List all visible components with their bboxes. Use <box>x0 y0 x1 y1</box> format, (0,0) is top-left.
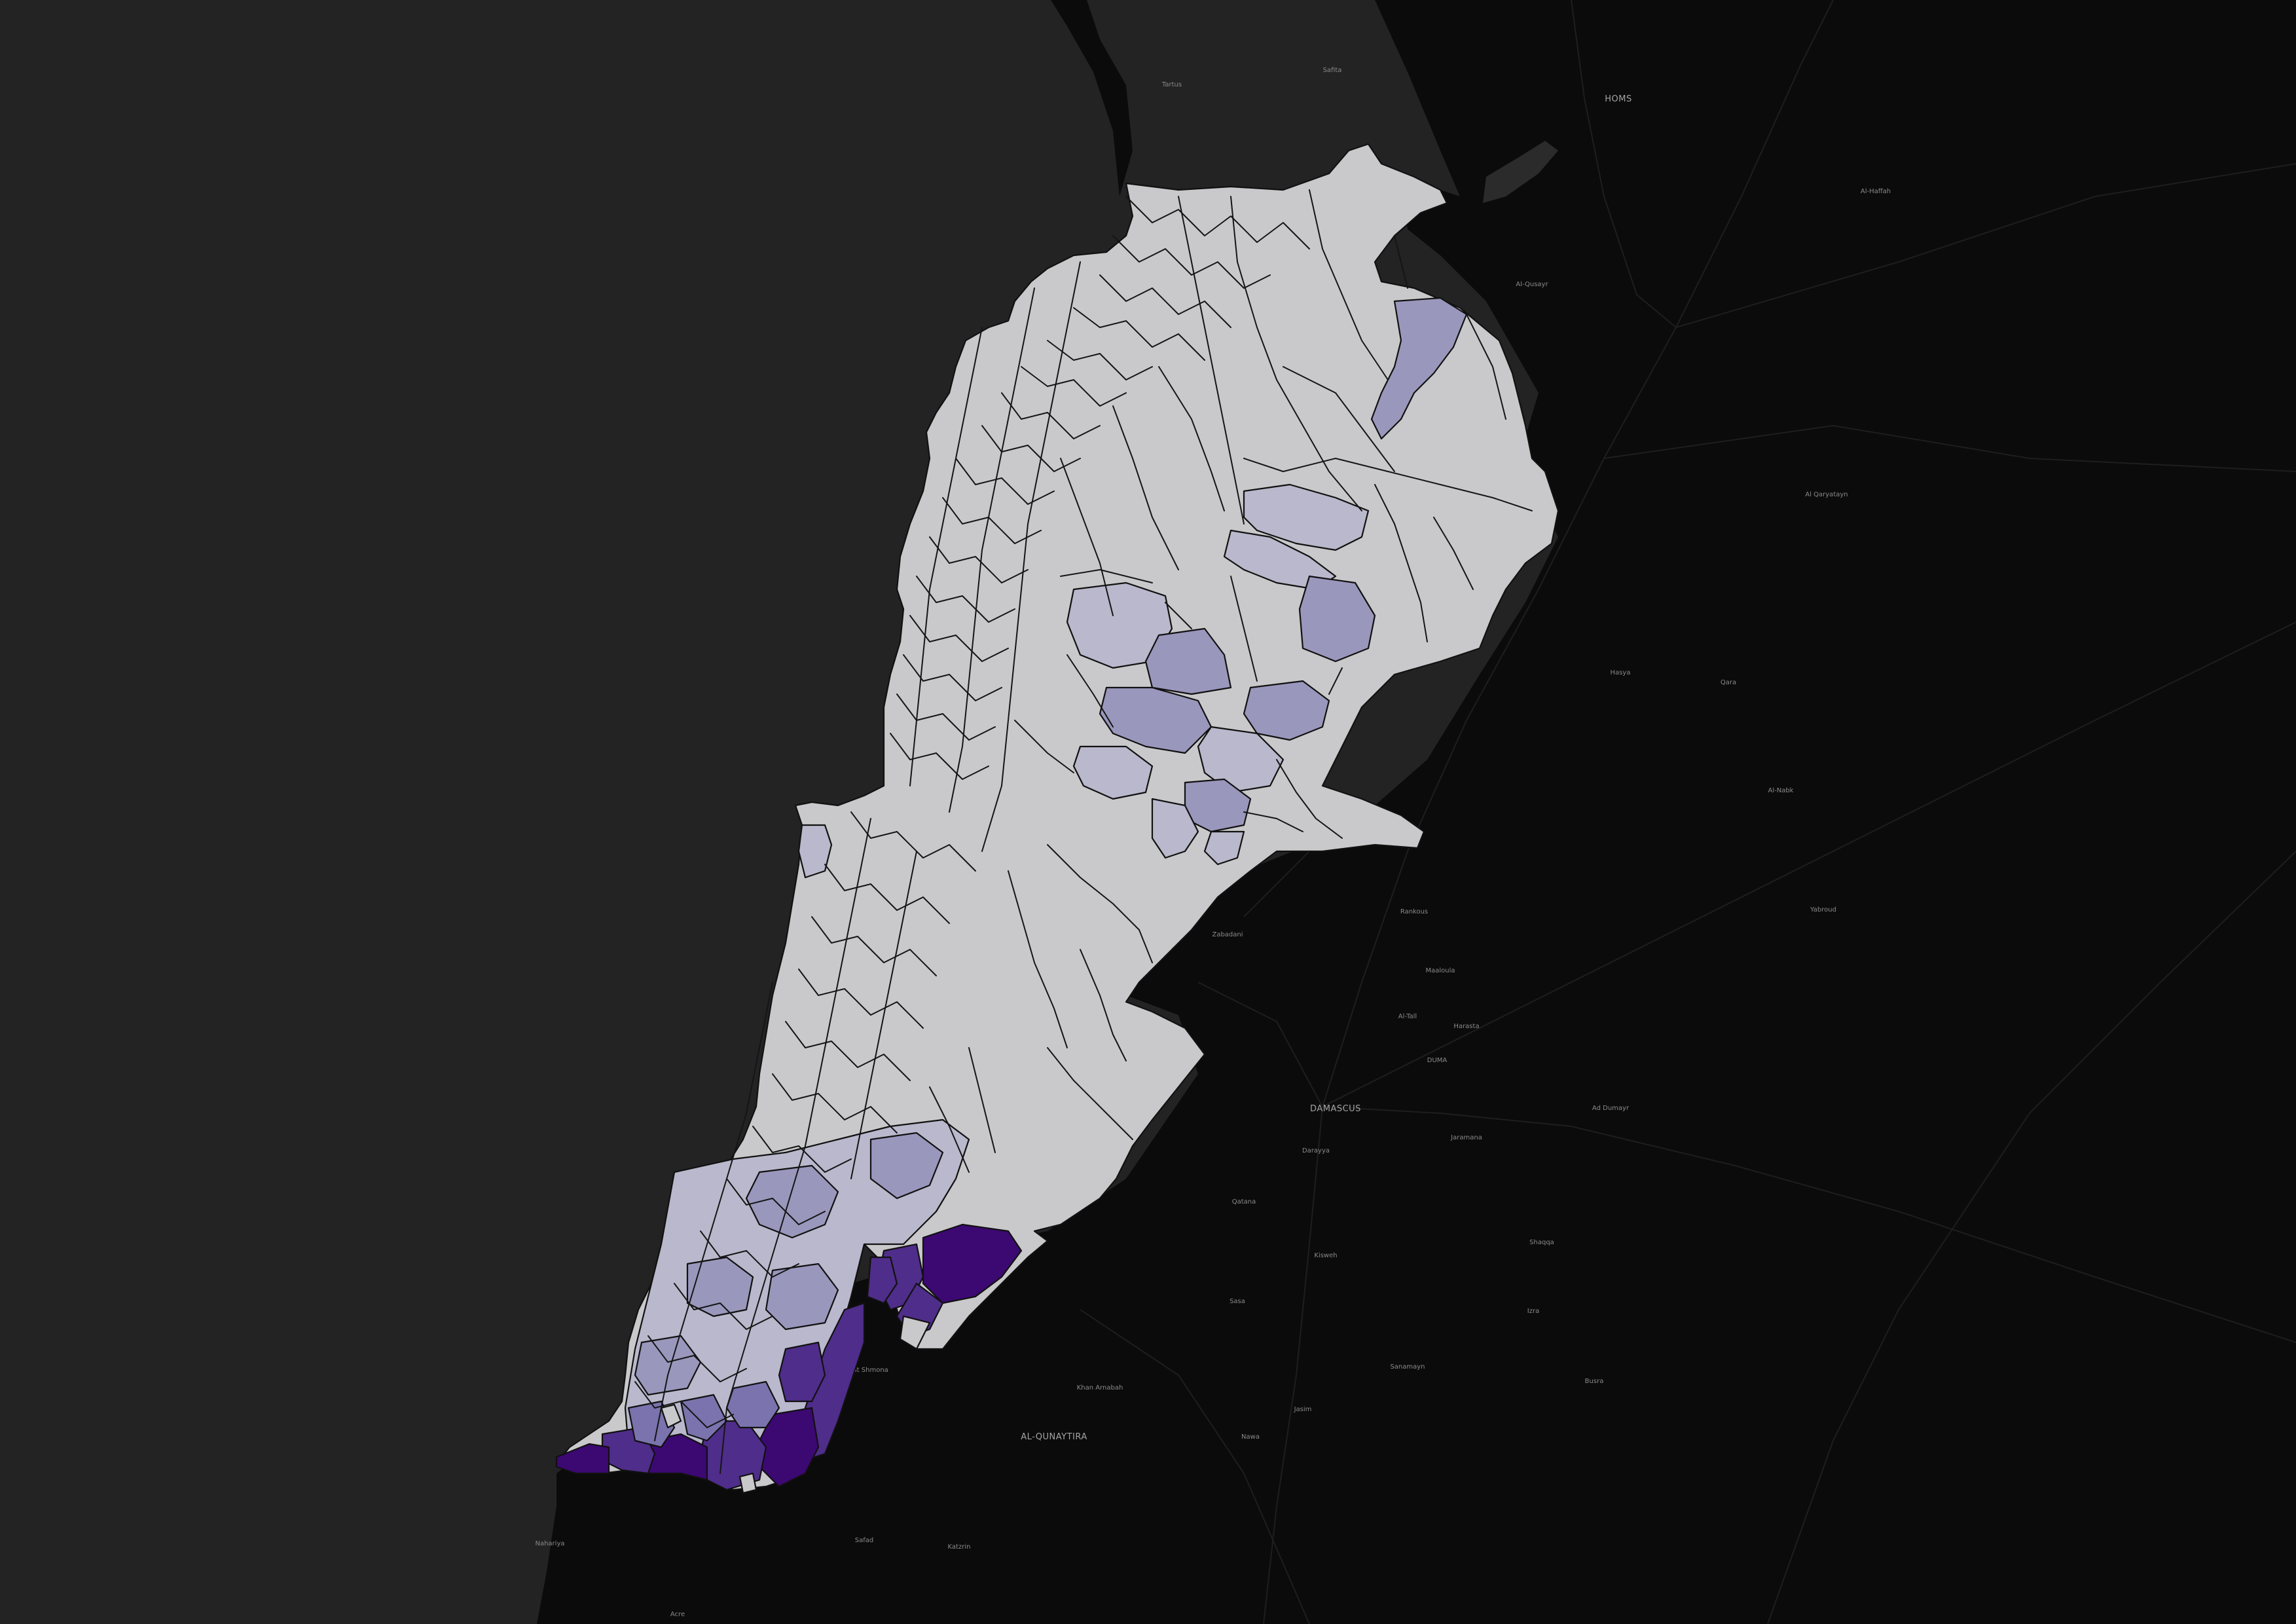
label-jasim: Jasim <box>1294 1406 1312 1413</box>
label-al-qusayr: Al-Qusayr <box>1516 281 1548 288</box>
label-ad-dumayr: Ad Dumayr <box>1592 1105 1630 1112</box>
choropleth-regions <box>555 297 1468 1494</box>
label-darayya: Darayya <box>1302 1147 1330 1154</box>
label-shaqqa: Shaqqa <box>1529 1239 1554 1246</box>
region-coastal-central <box>797 824 833 879</box>
region-bekaa-north-1 <box>1243 483 1370 551</box>
region-zahle-east <box>1197 726 1285 794</box>
region-enclave-1 <box>738 1472 757 1494</box>
region-south-mid-3 <box>686 1256 754 1318</box>
label-al-tall: Al-Tall <box>1398 1013 1417 1020</box>
label-rankous: Rankous <box>1400 908 1428 915</box>
region-west-bekaa-3 <box>1151 798 1199 859</box>
label-qatana: Qatana <box>1232 1198 1256 1206</box>
region-enclave-3 <box>899 1315 931 1350</box>
lake-qattinah <box>1483 141 1558 203</box>
label-kiryat-shmona: Kiryat Shmona <box>840 1367 888 1374</box>
label-tartus: Tartus <box>1161 81 1182 88</box>
region-west-bekaa-1 <box>1072 745 1154 800</box>
region-baalbek-east <box>1298 575 1376 663</box>
surrounding-land <box>537 0 2296 1624</box>
label-harasta: Harasta <box>1453 1023 1479 1030</box>
label-safita: Safita <box>1323 67 1342 74</box>
label-hasya: Hasya <box>1611 669 1631 676</box>
label-duma: DUMA <box>1427 1057 1448 1064</box>
label-katzrin: Katzrin <box>948 1543 971 1551</box>
road-network <box>1080 0 2296 1624</box>
region-tyre-south-2 <box>680 1393 728 1442</box>
label-damascus: DAMASCUS <box>1310 1104 1361 1114</box>
label-busra: Busra <box>1585 1378 1604 1385</box>
region-baalbek-mid <box>1144 627 1232 695</box>
label-nawa: Nawa <box>1241 1433 1260 1441</box>
region-south-mid-4 <box>765 1263 839 1331</box>
label-izra: Izra <box>1527 1308 1539 1315</box>
label-yabroud: Yabroud <box>1810 906 1836 913</box>
label-zabadani: Zabadani <box>1212 931 1243 938</box>
region-zahle-north <box>1099 686 1212 754</box>
region-khiam <box>866 1256 898 1304</box>
label-nahariya: Nahariya <box>535 1540 564 1547</box>
region-enclave-2 <box>660 1403 682 1429</box>
region-south-mid-2 <box>869 1132 944 1200</box>
label-khan-arnabah: Khan Arnabah <box>1077 1384 1123 1392</box>
region-rashaya <box>1203 830 1245 866</box>
label-maaloula: Maaloula <box>1425 967 1455 974</box>
place-labels: DAMASCUS AL-QUNAYTIRA HOMS DUMA Al-Nabk … <box>535 67 1891 1618</box>
label-kisweh: Kisweh <box>1314 1252 1337 1259</box>
region-naqoura <box>555 1443 610 1475</box>
region-zahle-mid <box>1243 680 1330 741</box>
label-homs: HOMS <box>1605 94 1631 104</box>
label-al-qaryatayn: Al Qaryatayn <box>1805 491 1848 498</box>
label-acre: Acre <box>670 1611 685 1618</box>
label-sanamayn: Sanamayn <box>1390 1363 1425 1371</box>
region-hasbaya <box>922 1223 1023 1304</box>
label-sasa: Sasa <box>1230 1298 1245 1305</box>
label-safad: Safad <box>855 1537 873 1544</box>
label-jaramana: Jaramana <box>1450 1134 1482 1141</box>
region-south-mid-5 <box>634 1335 702 1396</box>
municipality-boundaries <box>634 189 1533 1474</box>
region-south-mid-1 <box>745 1164 839 1239</box>
label-al-qunaytira: AL-QUNAYTIRA <box>1021 1432 1087 1442</box>
label-al-nabk: Al-Nabk <box>1768 787 1794 794</box>
label-al-haffah: Al-Haffah <box>1861 188 1891 195</box>
region-aitaroun <box>778 1341 826 1403</box>
label-qara: Qara <box>1721 679 1736 686</box>
